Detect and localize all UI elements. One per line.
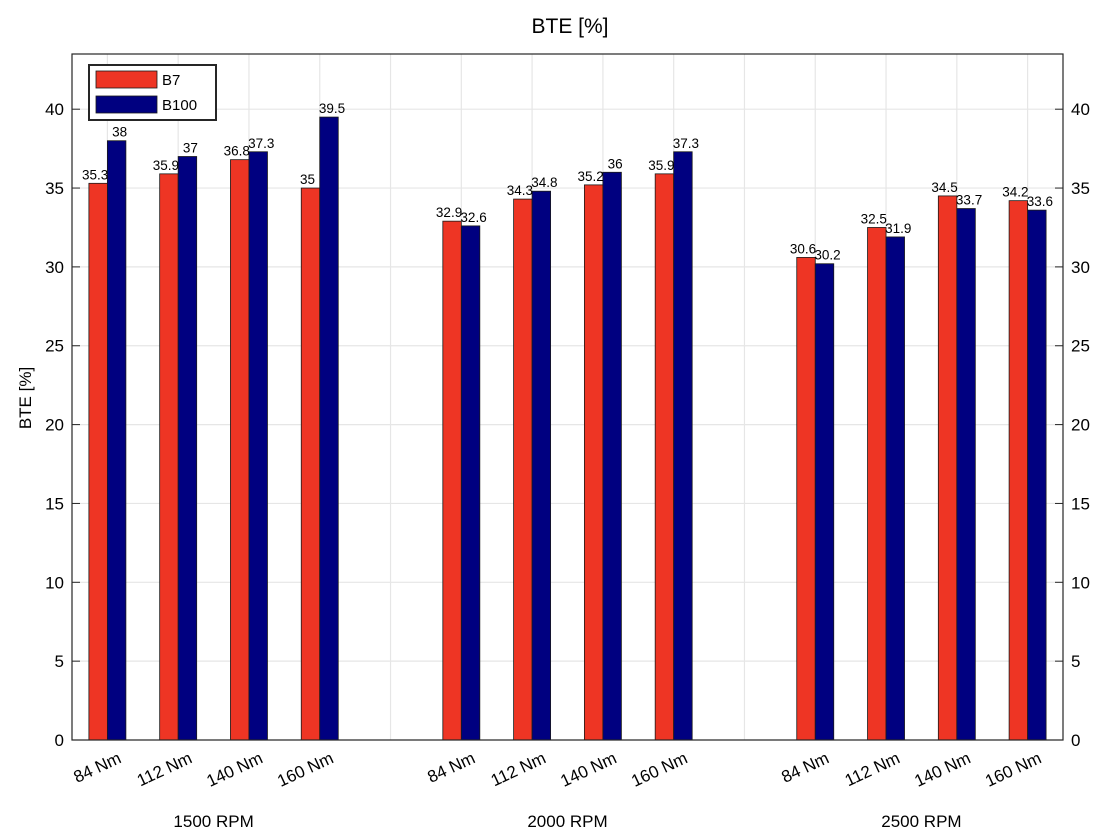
bar-b100	[531, 190, 552, 741]
x-tick-label: 112 Nm	[134, 748, 195, 790]
bar-b100	[106, 140, 127, 741]
bar-b100	[814, 263, 835, 741]
y-tick-label-left: 5	[55, 652, 64, 671]
x-tick-label: 84 Nm	[71, 748, 124, 786]
bar-b7	[1008, 200, 1029, 741]
chart-title: BTE [%]	[531, 15, 608, 38]
data-label: 38	[112, 125, 127, 140]
data-label: 34.8	[531, 175, 557, 190]
y-tick-label-right: 5	[1071, 652, 1080, 671]
y-tick-label-left: 20	[45, 416, 64, 435]
data-label: 35.2	[578, 169, 604, 184]
bar-b7	[159, 173, 179, 741]
y-tick-label-left: 35	[45, 179, 64, 198]
x-tick-label: 140 Nm	[912, 748, 974, 790]
data-label: 34.2	[1002, 185, 1028, 200]
bar-b100	[177, 156, 198, 741]
bar-b7	[654, 173, 675, 741]
bar-b7	[867, 227, 887, 741]
x-tick-label: 112 Nm	[842, 748, 903, 790]
group-label: 2500 RPM	[881, 812, 961, 831]
data-label: 34.3	[507, 183, 533, 198]
data-label: 37.3	[673, 136, 699, 151]
x-tick-label: 112 Nm	[488, 748, 549, 790]
bar-b7	[796, 257, 816, 741]
y-axis-label: BTE [%]	[16, 367, 35, 429]
x-tick-label: 140 Nm	[558, 748, 620, 790]
y-tick-label-right: 40	[1071, 100, 1090, 119]
data-label: 32.6	[460, 210, 486, 225]
data-label: 36.8	[224, 144, 250, 159]
y-tick-label-right: 30	[1071, 258, 1090, 277]
bar-b100	[885, 236, 905, 741]
x-tick-label: 160 Nm	[982, 748, 1044, 790]
group-label: 2000 RPM	[527, 812, 607, 831]
data-label: 35	[300, 172, 315, 187]
y-tick-label-left: 10	[45, 573, 64, 592]
group-label: 1500 RPM	[173, 812, 253, 831]
y-tick-label-right: 20	[1071, 416, 1090, 435]
data-label: 37	[183, 141, 198, 156]
bar-b100	[248, 151, 268, 741]
bar-b100	[602, 171, 622, 741]
legend-swatch-b100	[95, 95, 158, 114]
bar-b100	[673, 151, 693, 741]
bar-layer	[88, 116, 1047, 741]
data-label: 30.6	[790, 241, 816, 256]
legend: B7 B100	[88, 64, 217, 121]
bar-b7	[230, 159, 250, 741]
y-tick-label-right: 35	[1071, 179, 1090, 198]
bar-b100	[319, 116, 339, 741]
legend-swatch-b7	[95, 70, 158, 89]
plot-box	[71, 53, 1064, 741]
bar-b7	[937, 195, 958, 741]
legend-label-b7: B7	[162, 72, 180, 89]
x-tick-label: 84 Nm	[779, 748, 832, 786]
y-tick-label-left: 40	[45, 100, 64, 119]
data-label: 35.3	[82, 167, 108, 182]
x-tick-label: 160 Nm	[628, 748, 690, 790]
data-label: 36	[608, 156, 623, 171]
data-label: 34.5	[931, 180, 957, 195]
bar-b100	[460, 225, 481, 741]
y-tick-label-left: 30	[45, 258, 64, 277]
y-tick-label-left: 15	[45, 494, 64, 513]
data-label: 35.9	[648, 158, 674, 173]
grid-layer	[72, 54, 1063, 741]
data-label: 37.3	[248, 136, 274, 151]
data-label: 39.5	[319, 101, 345, 116]
bar-b7	[300, 187, 321, 741]
bar-b7	[513, 198, 533, 741]
bar-b7	[442, 220, 462, 741]
data-label: 31.9	[885, 221, 911, 236]
data-label: 33.7	[956, 193, 982, 208]
data-label: 30.2	[814, 248, 840, 263]
y-tick-label-left: 25	[45, 337, 64, 356]
bar-b7	[583, 184, 604, 741]
y-tick-label-right: 25	[1071, 337, 1090, 356]
y-tick-label-right: 15	[1071, 494, 1090, 513]
y-tick-label-right: 10	[1071, 573, 1090, 592]
legend-label-b100: B100	[162, 97, 197, 114]
x-tick-label: 140 Nm	[204, 748, 266, 790]
bar-b100	[956, 208, 976, 741]
x-tick-label: 84 Nm	[425, 748, 478, 786]
y-tick-label-right: 0	[1071, 731, 1080, 750]
data-label: 32.5	[861, 211, 887, 226]
data-label: 32.9	[436, 205, 462, 220]
y-tick-label-left: 0	[55, 731, 64, 750]
bar-b100	[1027, 209, 1047, 741]
data-label: 33.6	[1027, 194, 1053, 209]
bar-b7	[88, 182, 108, 741]
axis-layer: 0 0 5 5 10 10 15 15 20 20 25 25 30 30 35 35 40 40 84 Nm 112…	[45, 53, 1090, 831]
data-label: 35.9	[153, 158, 179, 173]
x-tick-label: 160 Nm	[274, 748, 336, 790]
